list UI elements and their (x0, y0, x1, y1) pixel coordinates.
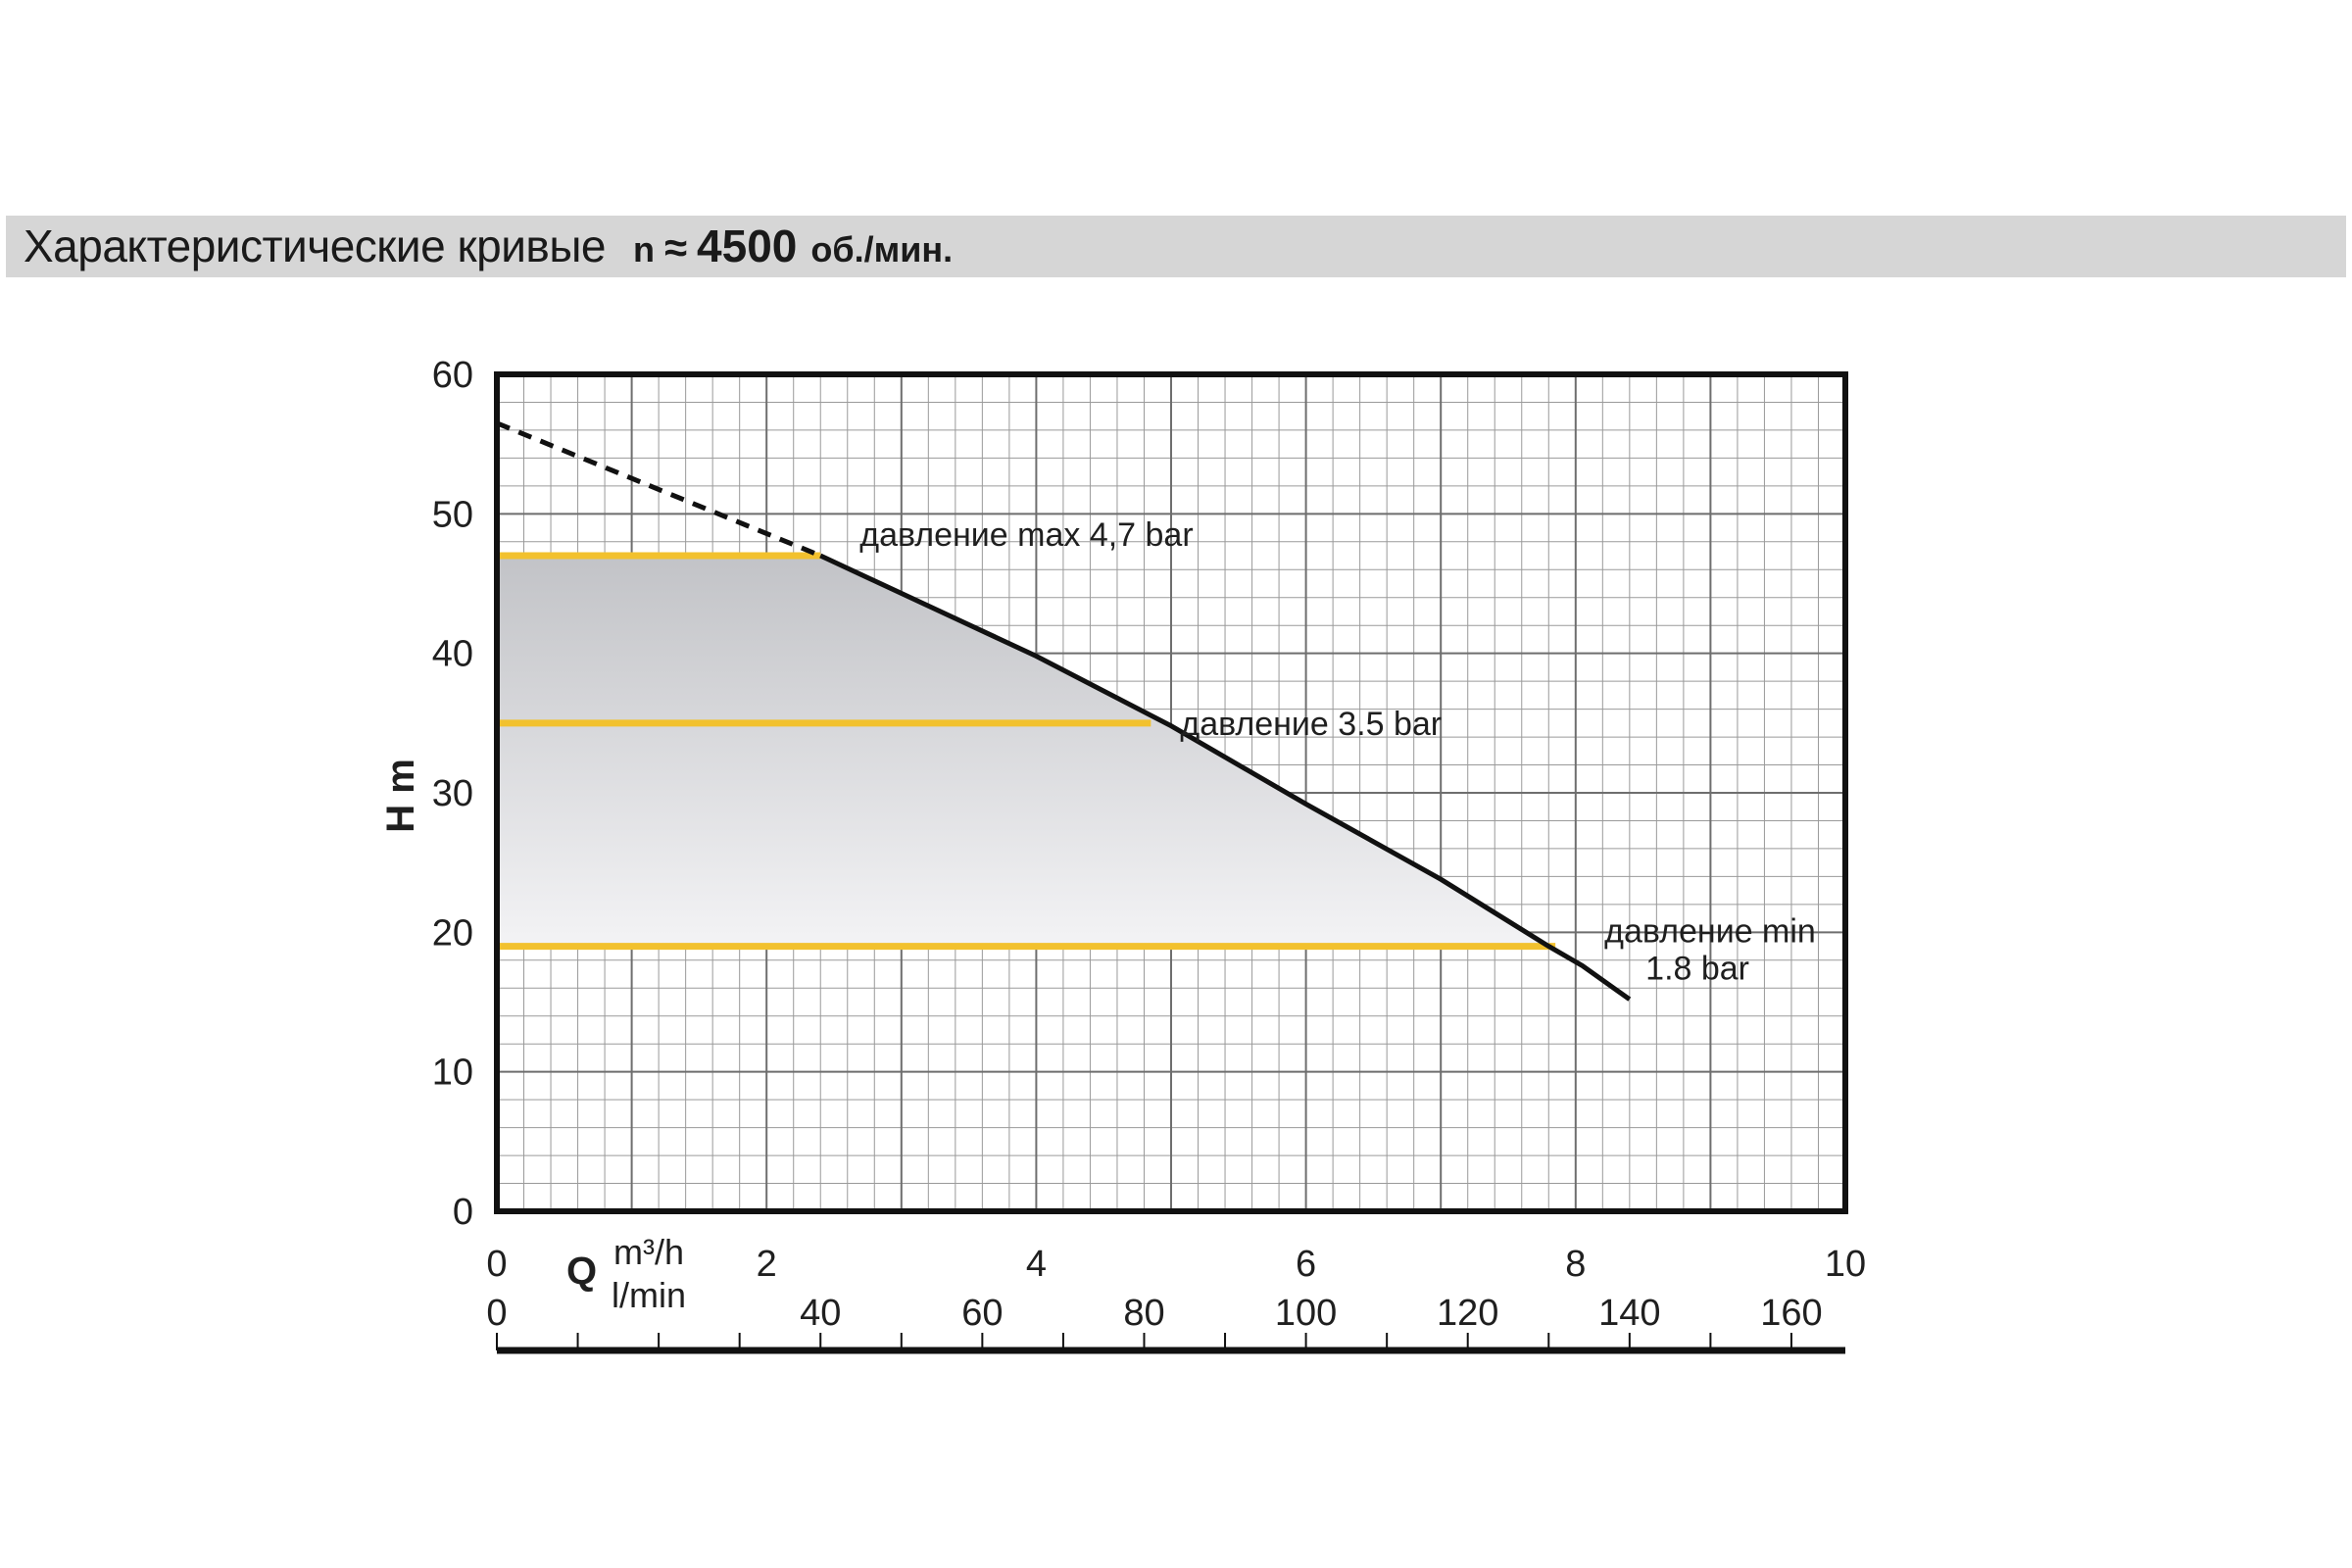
page-title: Характеристические кривые n ≈ 4500 об./м… (24, 220, 953, 274)
x-axis-symbol: Q (566, 1250, 597, 1293)
speed-unit: об./мин. (810, 229, 954, 270)
plot-frame (494, 371, 1848, 1214)
secondary-tick-label: 80 (1123, 1293, 1164, 1334)
y-tick-label: 60 (432, 355, 473, 396)
x-tick-label: 4 (1026, 1244, 1047, 1285)
x-tick-label: 2 (757, 1244, 777, 1285)
y-tick-label: 30 (432, 773, 473, 814)
x-axis-unit-primary: m³/h (613, 1232, 684, 1272)
curve-solid-segment (819, 553, 1632, 1002)
operating-area (497, 556, 1556, 947)
x-axis-ticks: 0 2 4 6 8 10 (486, 1244, 1866, 1285)
pressure-label-max: давление max 4,7 bar (859, 516, 1193, 554)
title-text: Характеристические кривые (24, 220, 606, 271)
pressure-label-min: давление min (1604, 913, 1816, 951)
y-tick-label: 20 (432, 912, 473, 954)
pressure-label-3-5: давление 3.5 bar (1180, 706, 1442, 743)
y-axis-label: H m (379, 759, 422, 833)
secondary-x-axis: 0 40 60 80 100 120 140 160 (486, 1293, 1845, 1354)
x-tick-label: 8 (1565, 1244, 1586, 1285)
secondary-tick-label: 60 (961, 1293, 1003, 1334)
pressure-label-min-value: 1.8 bar (1645, 951, 1749, 988)
y-tick-label: 50 (432, 494, 473, 535)
secondary-tick-label: 40 (800, 1293, 841, 1334)
speed-symbol: n (632, 229, 655, 270)
pressure-lines (497, 552, 1556, 951)
x-tick-label: 10 (1825, 1244, 1866, 1285)
curve-dashed-segment (496, 420, 822, 559)
secondary-tick-label: 140 (1598, 1293, 1660, 1334)
pressure-annotations: давление max 4,7 bar давление 3.5 bar давл… (859, 516, 1816, 988)
y-tick-label: 40 (432, 634, 473, 675)
secondary-tick-label: 160 (1760, 1293, 1822, 1334)
secondary-tick-label: 0 (486, 1293, 507, 1334)
x-tick-label: 0 (486, 1244, 507, 1285)
x-tick-label: 6 (1296, 1244, 1316, 1285)
secondary-tick-label: 100 (1275, 1293, 1337, 1334)
y-axis-ticks: 0 10 20 30 40 50 60 (432, 355, 473, 1233)
y-tick-label: 0 (453, 1192, 473, 1233)
secondary-tick-label: 120 (1437, 1293, 1498, 1334)
speed-value: 4500 (697, 220, 798, 271)
approx-sign: ≈ (663, 224, 688, 270)
header-band (6, 216, 2346, 277)
x-axis-unit-secondary: l/min (612, 1275, 686, 1315)
y-tick-label: 10 (432, 1053, 473, 1094)
